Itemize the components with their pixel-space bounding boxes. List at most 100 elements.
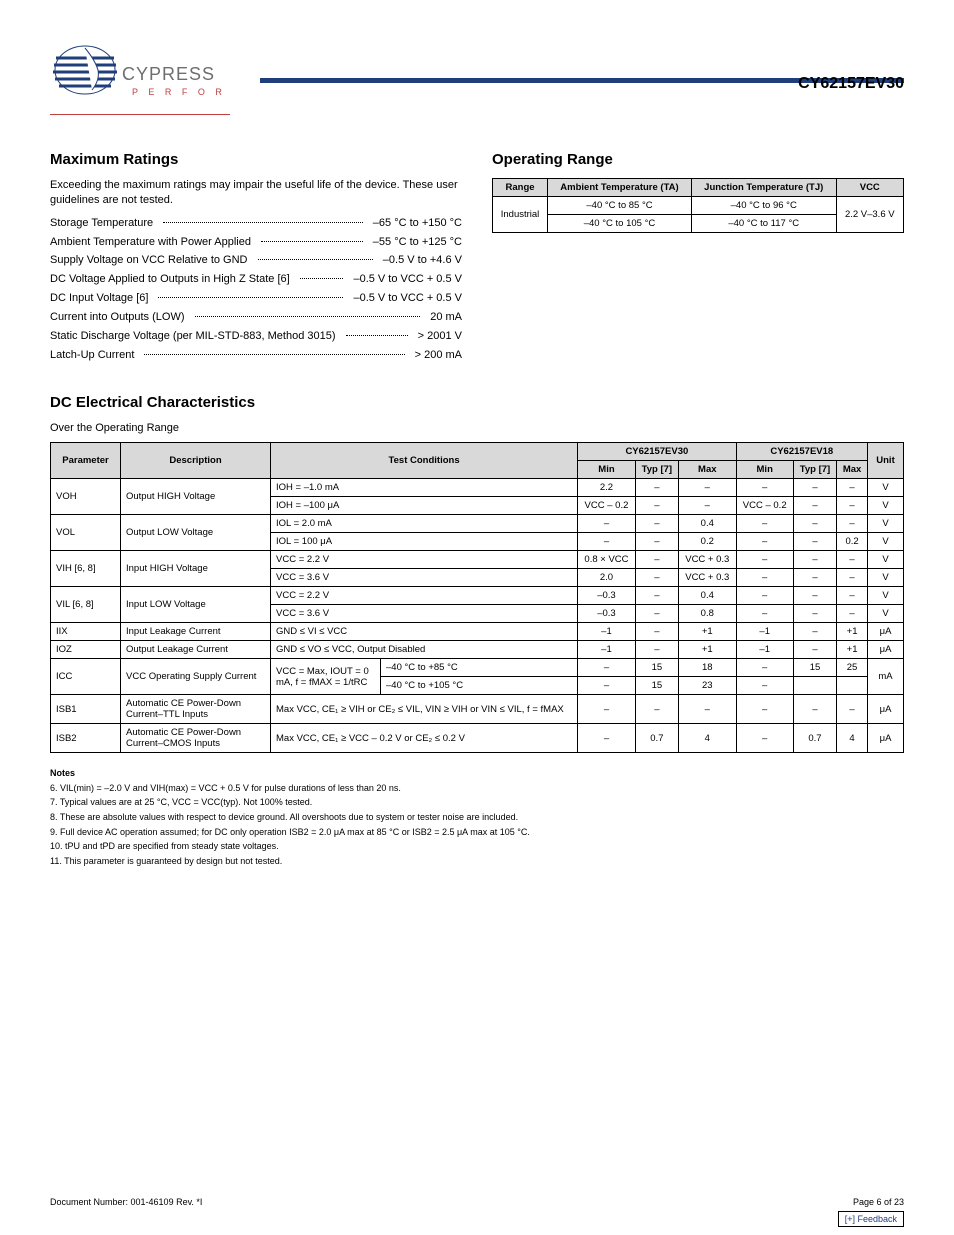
dc-cell: 15 bbox=[793, 659, 836, 677]
dc-cell: 4 bbox=[837, 724, 868, 753]
footnote: 11. This parameter is guaranteed by desi… bbox=[50, 855, 904, 868]
op-col-ta: Ambient Temperature (TA) bbox=[548, 179, 692, 197]
dc-cell: – bbox=[736, 569, 793, 587]
dc-cell: 0.8 × VCC bbox=[578, 551, 636, 569]
rating-row: Storage Temperature–65 °C to +150 °C bbox=[50, 216, 462, 231]
dc-cell: – bbox=[793, 587, 836, 605]
dc-cell: 0.4 bbox=[679, 587, 737, 605]
dc-cell: – bbox=[578, 533, 636, 551]
rating-leader bbox=[163, 222, 363, 223]
dc-cell: – bbox=[578, 724, 636, 753]
dc-cell: μA bbox=[868, 641, 904, 659]
dc-cell: +1 bbox=[679, 623, 737, 641]
rating-value: –0.5 V to VCC + 0.5 V bbox=[353, 272, 462, 287]
rating-label: Supply Voltage on VCC Relative to GND bbox=[50, 253, 248, 268]
dc-cell: – bbox=[793, 551, 836, 569]
rating-leader bbox=[158, 297, 343, 298]
dc-cell: Automatic CE Power-Down Current–CMOS Inp… bbox=[121, 724, 271, 753]
dc-cell: V bbox=[868, 605, 904, 623]
dc-cell: V bbox=[868, 497, 904, 515]
dc-cell: – bbox=[736, 533, 793, 551]
rating-label: Storage Temperature bbox=[50, 216, 153, 231]
dc-cell: –1 bbox=[578, 641, 636, 659]
dc-cell: 25 bbox=[837, 659, 868, 677]
feedback-link[interactable]: [+] Feedback bbox=[838, 1211, 904, 1227]
rating-label: DC Input Voltage [6] bbox=[50, 291, 148, 306]
dc-cell: Output HIGH Voltage bbox=[121, 479, 271, 515]
op-range-heading: Operating Range bbox=[492, 151, 904, 168]
rating-value: > 200 mA bbox=[415, 348, 462, 363]
dc-cell: – bbox=[578, 677, 636, 695]
dc-cell: – bbox=[837, 497, 868, 515]
footnote: 6. VIL(min) = –2.0 V and VIH(max) = VCC … bbox=[50, 782, 904, 795]
dc-cell: Input LOW Voltage bbox=[121, 587, 271, 623]
dc-cell: – bbox=[837, 479, 868, 497]
dc-cell: – bbox=[793, 641, 836, 659]
svg-text:P E R F O R M: P E R F O R M bbox=[132, 87, 230, 97]
dc-cell: – bbox=[679, 497, 737, 515]
dc-col-typ30: Typ [7] bbox=[635, 461, 678, 479]
dc-cell: – bbox=[679, 695, 737, 724]
rating-leader bbox=[195, 316, 421, 317]
dc-cell: – bbox=[793, 479, 836, 497]
dc-cell: Input Leakage Current bbox=[121, 623, 271, 641]
op-col-tj: Junction Temperature (TJ) bbox=[691, 179, 836, 197]
dc-cell: VIL [6, 8] bbox=[51, 587, 121, 623]
dc-cell: VCC – 0.2 bbox=[736, 497, 793, 515]
dc-cell: –1 bbox=[736, 623, 793, 641]
dc-cell: VCC Operating Supply Current bbox=[121, 659, 271, 695]
notes-heading: Notes bbox=[50, 767, 904, 780]
dc-cell: – bbox=[736, 695, 793, 724]
dc-cell: IOH = –100 μA bbox=[271, 497, 578, 515]
dc-cell: – bbox=[837, 515, 868, 533]
rating-value: –0.5 V to VCC + 0.5 V bbox=[353, 291, 462, 306]
dc-cell: 23 bbox=[679, 677, 737, 695]
op-col-vcc: VCC bbox=[836, 179, 903, 197]
dc-col-min30: Min bbox=[578, 461, 636, 479]
rating-value: 20 mA bbox=[430, 310, 462, 325]
globe-icon bbox=[53, 46, 117, 94]
dc-cell: – bbox=[736, 677, 793, 695]
dc-cell: IIX bbox=[51, 623, 121, 641]
rating-label: DC Voltage Applied to Outputs in High Z … bbox=[50, 272, 290, 287]
dc-cell: Automatic CE Power-Down Current–TTL Inpu… bbox=[121, 695, 271, 724]
dc-cell: ISB2 bbox=[51, 724, 121, 753]
dc-cell: VCC = Max, IOUT = 0 mA, f = fMAX = 1/tRC bbox=[271, 659, 381, 695]
dc-cell: VCC = 2.2 V bbox=[271, 587, 578, 605]
dc-cell: V bbox=[868, 551, 904, 569]
rating-label: Ambient Temperature with Power Applied bbox=[50, 235, 251, 250]
dc-cell: 15 bbox=[635, 659, 678, 677]
rating-leader bbox=[258, 259, 373, 260]
dc-cell: – bbox=[837, 695, 868, 724]
dc-cell: – bbox=[635, 695, 678, 724]
dc-characteristics-table: Parameter Description Test Conditions CY… bbox=[50, 442, 904, 753]
dc-cell: – bbox=[736, 724, 793, 753]
dc-cell: – bbox=[635, 533, 678, 551]
dc-cell: V bbox=[868, 569, 904, 587]
dc-heading: DC Electrical Characteristics bbox=[50, 394, 904, 411]
dc-cell: – bbox=[679, 479, 737, 497]
rating-row: Current into Outputs (LOW)20 mA bbox=[50, 310, 462, 325]
dc-cell: – bbox=[793, 497, 836, 515]
op-cell-ta: –40 °C to 85 °C bbox=[548, 197, 692, 215]
op-cell-range: Industrial bbox=[493, 197, 548, 233]
dc-cell: +1 bbox=[837, 623, 868, 641]
dc-cell: IOL = 2.0 mA bbox=[271, 515, 578, 533]
dc-cell: IOZ bbox=[51, 641, 121, 659]
dc-cell: – bbox=[578, 695, 636, 724]
rating-leader bbox=[300, 278, 344, 279]
dc-cell: – bbox=[635, 641, 678, 659]
dc-cell: VIH [6, 8] bbox=[51, 551, 121, 587]
dc-cell: Input HIGH Voltage bbox=[121, 551, 271, 587]
dc-cell: – bbox=[635, 605, 678, 623]
dc-cell: +1 bbox=[837, 641, 868, 659]
dc-cell: 18 bbox=[679, 659, 737, 677]
dc-cell: 15 bbox=[635, 677, 678, 695]
dc-cell: Max VCC, CE₁ ≥ VCC – 0.2 V or CE₂ ≤ 0.2 … bbox=[271, 724, 578, 753]
dc-cell: IOH = –1.0 mA bbox=[271, 479, 578, 497]
dc-cell: μA bbox=[868, 695, 904, 724]
dc-col-max18: Max bbox=[837, 461, 868, 479]
dc-col-max30: Max bbox=[679, 461, 737, 479]
rating-row: Static Discharge Voltage (per MIL-STD-88… bbox=[50, 329, 462, 344]
footnote: 9. Full device AC operation assumed; for… bbox=[50, 826, 904, 839]
